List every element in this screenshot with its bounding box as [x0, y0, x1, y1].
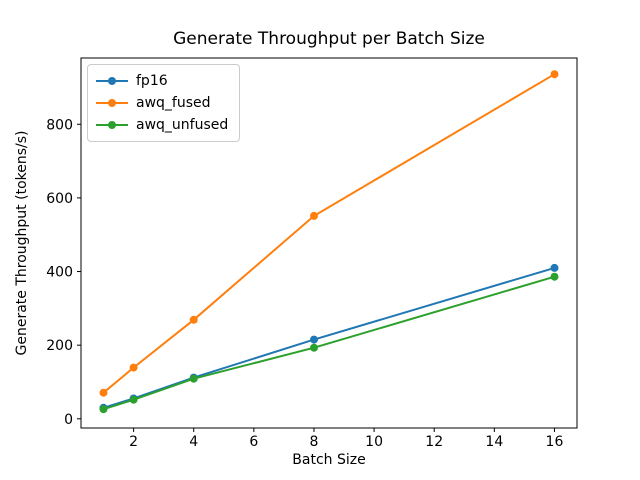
x-tick-label: 16	[546, 434, 564, 450]
series-marker-fp16	[310, 335, 318, 344]
legend: fp16 awq_fused awq_unfused	[87, 64, 241, 142]
series-marker-awq_unfused	[310, 343, 318, 352]
x-tick-label: 2	[129, 434, 138, 450]
series-marker-awq_unfused	[129, 395, 138, 404]
x-tick-label: 10	[365, 434, 383, 450]
series-marker-awq_unfused	[550, 272, 559, 281]
series-line-awq_unfused	[102, 275, 556, 411]
x-axis-label: Batch Size	[292, 452, 366, 468]
legend-label: awq_fused	[136, 95, 211, 111]
y-tick-label: 400	[46, 265, 73, 281]
x-tick-label: 14	[485, 434, 503, 450]
y-axis-label: Generate Throughput (tokens/s)	[14, 130, 30, 356]
legend-item-fp16: fp16	[96, 70, 228, 92]
y-tick-label: 600	[46, 191, 73, 207]
legend-label: fp16	[136, 73, 168, 89]
series-marker-fp16	[550, 263, 559, 272]
legend-label: awq_unfused	[136, 117, 229, 133]
y-tick-label: 200	[46, 338, 73, 354]
series-marker-awq_fused	[310, 211, 318, 220]
series-marker-awq_unfused	[189, 374, 198, 383]
series-marker-awq_fused	[550, 70, 559, 79]
x-tick-label: 4	[189, 434, 198, 450]
legend-marker-awq-unfused	[96, 120, 128, 130]
x-tick-label: 8	[310, 434, 319, 450]
series-marker-awq_fused	[129, 363, 138, 372]
series-marker-awq_unfused	[99, 405, 108, 414]
x-tick-label: 12	[425, 434, 443, 450]
series-marker-awq_fused	[189, 315, 198, 324]
axes-frame	[80, 57, 578, 429]
legend-item-awq-fused: awq_fused	[96, 92, 228, 114]
legend-marker-awq-fused	[96, 98, 128, 108]
legend-item-awq-unfused: awq_unfused	[96, 114, 228, 136]
y-tick-label: 0	[64, 412, 73, 428]
series-marker-awq_fused	[99, 388, 108, 397]
x-tick-label: 6	[249, 434, 258, 450]
y-tick-label: 800	[46, 117, 73, 133]
legend-marker-fp16	[96, 76, 128, 86]
chart-title: Generate Throughput per Batch Size	[173, 29, 485, 49]
